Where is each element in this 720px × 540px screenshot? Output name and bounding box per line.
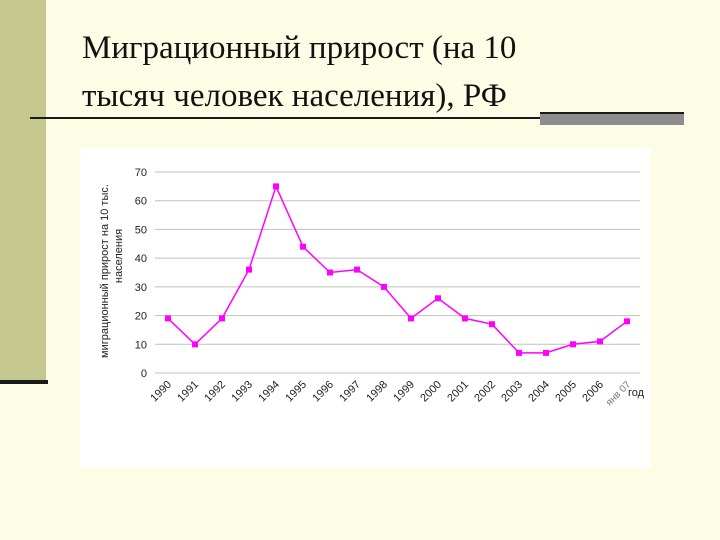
series-line [167,184,628,354]
x-tick-label: 1992 [202,379,228,405]
x-tick-label: 2000 [418,379,444,405]
y-tick-label: 0 [141,368,147,380]
y-tick-label: 70 [135,167,147,179]
x-tick-label: 2006 [580,379,606,405]
chart-panel: 0 10 20 30 40 50 60 70 1990 1991 1992 1993 1994 1995… [80,148,650,468]
data-point [246,266,252,273]
x-tick-label: 1999 [391,379,417,405]
sidebar-accent-bar [0,0,46,382]
data-point [192,341,198,348]
x-tick-label: 1995 [283,379,309,405]
x-tick-labels: 1990 1991 1992 1993 1994 1995 1996 1997 1998 1999… [148,379,633,409]
x-tick-label: 2002 [472,379,498,405]
line-chart: 0 10 20 30 40 50 60 70 1990 1991 1992 1993 1994 1995… [99,167,645,409]
data-point [435,295,441,302]
data-point [570,341,576,348]
data-point [408,315,414,322]
y-tick-label: 60 [135,196,147,208]
slide-title: Миграционный прирост (на 10 тысяч челове… [82,24,682,120]
y-axis-label-line-2: населения [113,229,125,283]
data-point [165,315,171,322]
slide-title-line-1: Миграционный прирост (на 10 [82,30,517,66]
x-tick-label: 1994 [256,379,282,405]
data-point [462,315,468,322]
x-tick-label: 1997 [337,379,363,405]
x-tick-label: 1990 [148,379,174,405]
data-point [624,318,630,325]
x-tick-label: 2004 [526,379,552,405]
data-point [300,243,306,250]
data-point [543,349,549,356]
y-tick-label: 10 [135,339,147,351]
x-tick-label: 1993 [229,379,255,405]
grid-lines [155,171,640,374]
title-underline [30,117,540,119]
data-point [597,338,603,345]
series-layer [165,183,630,356]
data-point [219,315,225,322]
x-tick-label: 2003 [499,379,525,405]
x-tick-label: 1996 [310,379,336,405]
y-tick-label: 20 [135,311,147,323]
x-tick-label: 2005 [553,379,579,405]
data-point [273,183,279,190]
slide-title-line-2: тысяч человек населения), РФ [82,78,507,114]
y-tick-label: 40 [135,253,147,265]
y-tick-label: 50 [135,224,147,236]
data-point [489,321,495,328]
data-point [381,283,387,290]
y-axis-label-line-1: миграционный прирост на 10 тыс. [99,184,111,358]
x-tick-label: 1998 [364,379,390,405]
x-tick-label: 2001 [445,379,471,405]
data-point [354,266,360,273]
y-tick-labels: 0 10 20 30 40 50 60 70 [135,167,147,380]
y-tick-label: 30 [135,282,147,294]
title-underline-accent [540,112,684,125]
data-point [516,349,522,356]
sidebar-accent-edge [0,380,48,384]
x-axis-label: год [628,387,645,399]
x-tick-label: 1991 [175,379,201,405]
data-point [327,269,333,276]
